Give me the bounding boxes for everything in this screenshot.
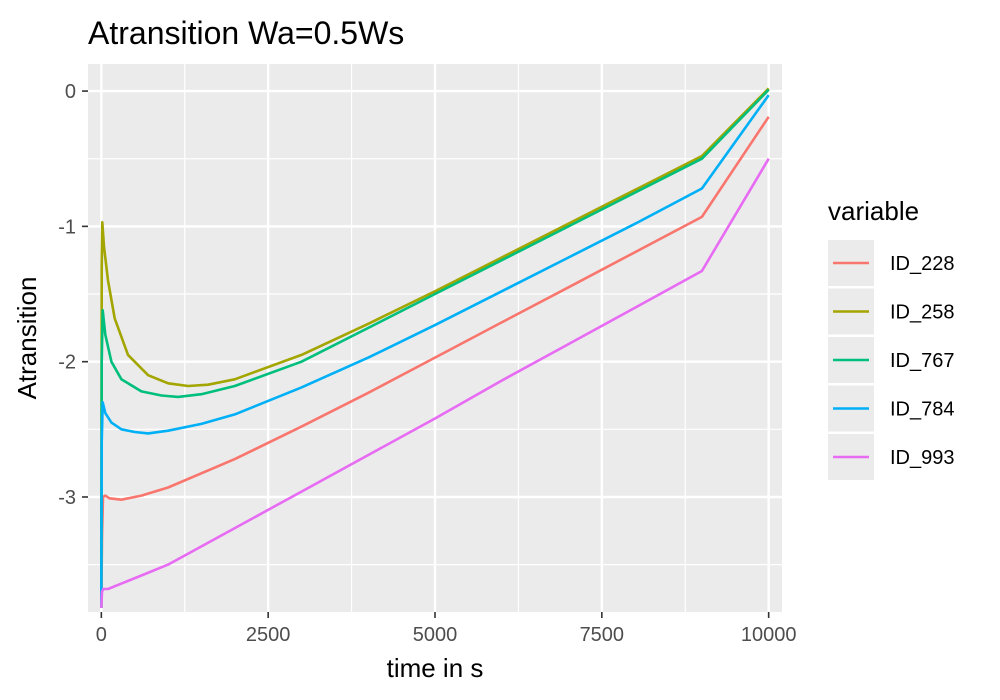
- legend-label: ID_784: [890, 399, 955, 421]
- series-line-id-228: [100, 116, 770, 608]
- y-tick-label: -1: [58, 216, 76, 238]
- y-tick-label: 0: [65, 81, 76, 103]
- legend-label: ID_228: [890, 253, 955, 275]
- series-line-id-993: [100, 158, 770, 608]
- x-tick-label: 2500: [246, 624, 291, 646]
- legend-title: variable: [828, 196, 919, 226]
- series-line-id-767: [100, 88, 770, 608]
- legend-label: ID_767: [890, 350, 955, 372]
- x-tick-label: 5000: [413, 624, 458, 646]
- axes: 0 2500 5000 7500 10000 0 -1 -2 -3: [58, 81, 796, 646]
- x-tick-label: 0: [96, 624, 107, 646]
- series-lines: [100, 87, 770, 608]
- y-axis-title: Atransition: [12, 277, 42, 400]
- x-tick-label: 7500: [580, 624, 625, 646]
- chart-title: Atransition Wa=0.5Ws: [88, 15, 404, 51]
- series-line-id-258: [100, 87, 770, 608]
- legend: ID_228 ID_258 ID_767 ID_784 ID_993: [828, 240, 955, 480]
- x-tick-label: 10000: [741, 624, 797, 646]
- y-tick-label: -3: [58, 487, 76, 509]
- legend-label: ID_993: [890, 447, 955, 469]
- series-line-id-784: [100, 94, 770, 608]
- grid: [88, 64, 782, 612]
- x-axis-title: time in s: [387, 653, 484, 683]
- legend-label: ID_258: [890, 302, 955, 324]
- y-tick-label: -2: [58, 352, 76, 374]
